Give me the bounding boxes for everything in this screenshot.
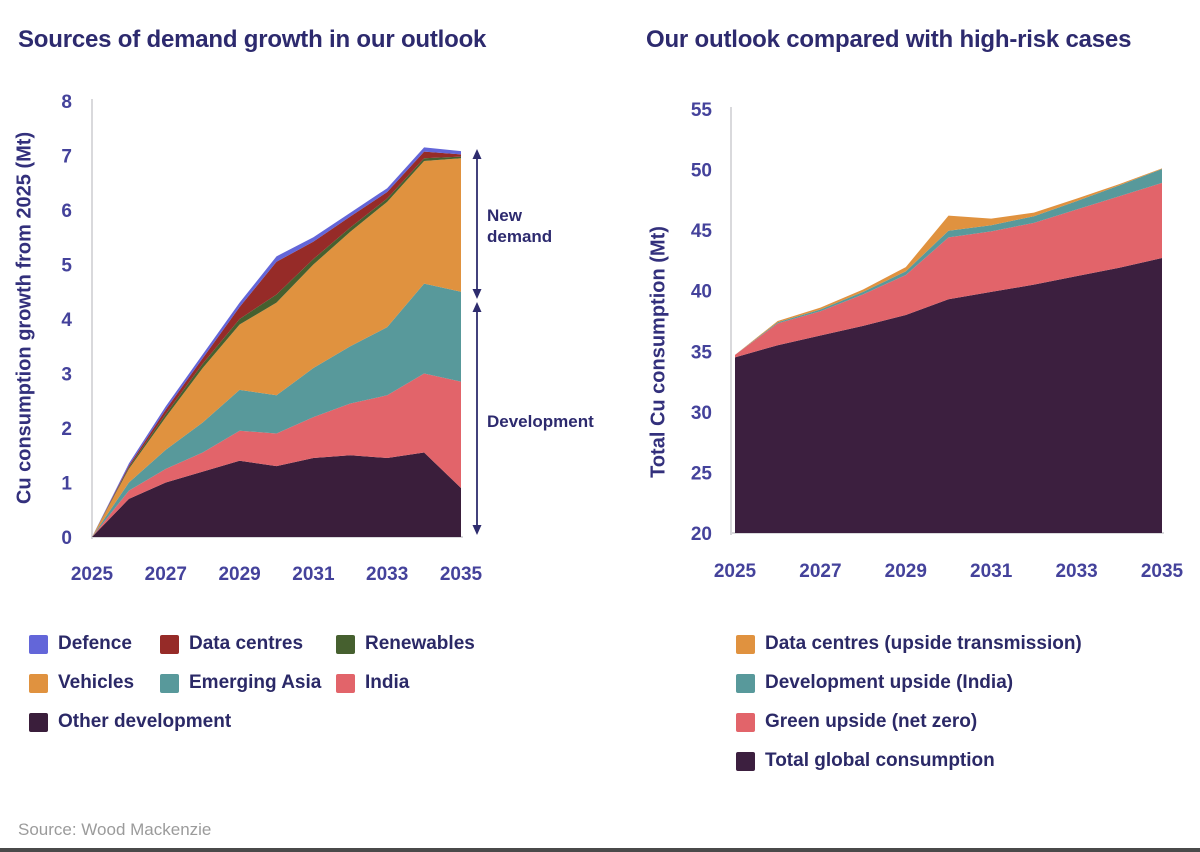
- x-tick-label: 2035: [1141, 561, 1184, 582]
- legend-label: Total global consumption: [765, 750, 995, 771]
- development-upside-swatch: [736, 673, 755, 693]
- x-tick-label: 2035: [440, 564, 483, 585]
- legend-item-other-development: Other development: [29, 710, 231, 734]
- y-tick-label: 6: [61, 201, 72, 222]
- total-global-consumption-swatch: [736, 751, 755, 771]
- y-tick-label: 3: [61, 365, 72, 386]
- x-tick-label: 2031: [970, 561, 1013, 582]
- y-tick-label: 7: [61, 147, 72, 168]
- area-series-emerging-asia: [92, 283, 461, 537]
- y-tick-label: 20: [691, 524, 712, 545]
- left-stacked-area-chart: 0 1 2 3 4 5 6 7 8 2025 2027 2029 2031 2033 2035: [61, 92, 482, 585]
- legend-item-vehicles: Vehicles: [29, 671, 134, 695]
- x-tick-label: 2029: [885, 561, 927, 582]
- legend-label: Renewables: [365, 633, 475, 654]
- legend-label: Vehicles: [58, 672, 135, 693]
- bottom-edge-line: [0, 848, 1200, 852]
- legend-item-india: India: [336, 671, 409, 695]
- y-tick-label: 50: [691, 161, 712, 182]
- y-tick-label: 4: [61, 310, 72, 331]
- legend-item-development-upside: Development upside (India): [736, 671, 1013, 695]
- left-chart-title: Sources of demand growth in our outlook: [18, 26, 487, 53]
- new-demand-annotation: New demand: [487, 206, 553, 247]
- y-tick-label: 25: [691, 463, 713, 484]
- data-centres-swatch: [160, 634, 179, 654]
- y-tick-label: 30: [691, 403, 712, 424]
- legend-label: Emerging Asia: [189, 672, 322, 693]
- y-tick-label: 8: [61, 92, 72, 113]
- x-tick-label: 2025: [71, 564, 114, 585]
- y-tick-label: 5: [61, 256, 72, 277]
- x-tick-label: 2031: [292, 564, 335, 585]
- x-tick-label: 2027: [145, 564, 187, 585]
- x-tick-label: 2033: [1055, 561, 1097, 582]
- legend-label: Data centres: [189, 633, 304, 654]
- legend-item-defence: Defence: [29, 632, 132, 656]
- x-tick-label: 2027: [799, 561, 841, 582]
- area-series-development-upside-india-: [735, 168, 1162, 355]
- legend-item-renewables: Renewables: [336, 632, 475, 656]
- area-series-total-global-consumption: [735, 258, 1162, 533]
- area-series-green-upside-net-zero-: [735, 182, 1162, 358]
- renewables-swatch: [336, 634, 355, 654]
- y-tick-label: 0: [61, 528, 72, 549]
- legend-item-green-upside: Green upside (net zero): [736, 710, 977, 734]
- defence-swatch: [29, 634, 48, 654]
- legend-item-data-centres: Data centres: [160, 632, 303, 656]
- source-note: Source: Wood Mackenzie: [18, 820, 212, 839]
- legend-item-total-global-consumption: Total global consumption: [736, 749, 995, 773]
- legend-label: India: [365, 672, 410, 693]
- area-series-india: [92, 373, 461, 537]
- emerging-asia-swatch: [160, 673, 179, 693]
- vehicles-swatch: [29, 673, 48, 693]
- other-development-swatch: [29, 712, 48, 732]
- legend-item-emerging-asia: Emerging Asia: [160, 671, 321, 695]
- legend-label: Defence: [58, 633, 132, 654]
- y-tick-label: 55: [691, 100, 713, 121]
- right-chart-title: Our outlook compared with high-risk case…: [646, 26, 1132, 53]
- y-tick-label: 1: [61, 474, 72, 495]
- legend-label: Other development: [58, 711, 232, 732]
- area-series-vehicles: [92, 158, 461, 537]
- india-swatch: [336, 673, 355, 693]
- area-series-other-development: [92, 452, 461, 537]
- x-tick-label: 2029: [218, 564, 260, 585]
- legend-label: Development upside (India): [765, 672, 1014, 693]
- y-tick-label: 45: [691, 221, 713, 242]
- x-tick-label: 2033: [366, 564, 408, 585]
- development-annotation: Development: [487, 412, 594, 431]
- y-tick-label: 2: [61, 419, 72, 440]
- development-arrow: [472, 302, 482, 535]
- x-tick-label: 2025: [714, 561, 757, 582]
- green-upside-swatch: [736, 712, 755, 732]
- new-demand-arrow: [472, 149, 482, 299]
- data-centres-upside-swatch: [736, 634, 755, 654]
- legend-label: Data centres (upside transmission): [765, 633, 1082, 654]
- y-tick-label: 35: [691, 342, 713, 363]
- legend-label: Green upside (net zero): [765, 711, 978, 732]
- plot-area: 0 1 2 3 4 5 6 7 8 2025 2027 2029 2031 2033 2035: [61, 92, 482, 585]
- y-tick-label: 40: [691, 282, 712, 303]
- legend-item-data-centres-upside: Data centres (upside transmission): [736, 632, 1082, 656]
